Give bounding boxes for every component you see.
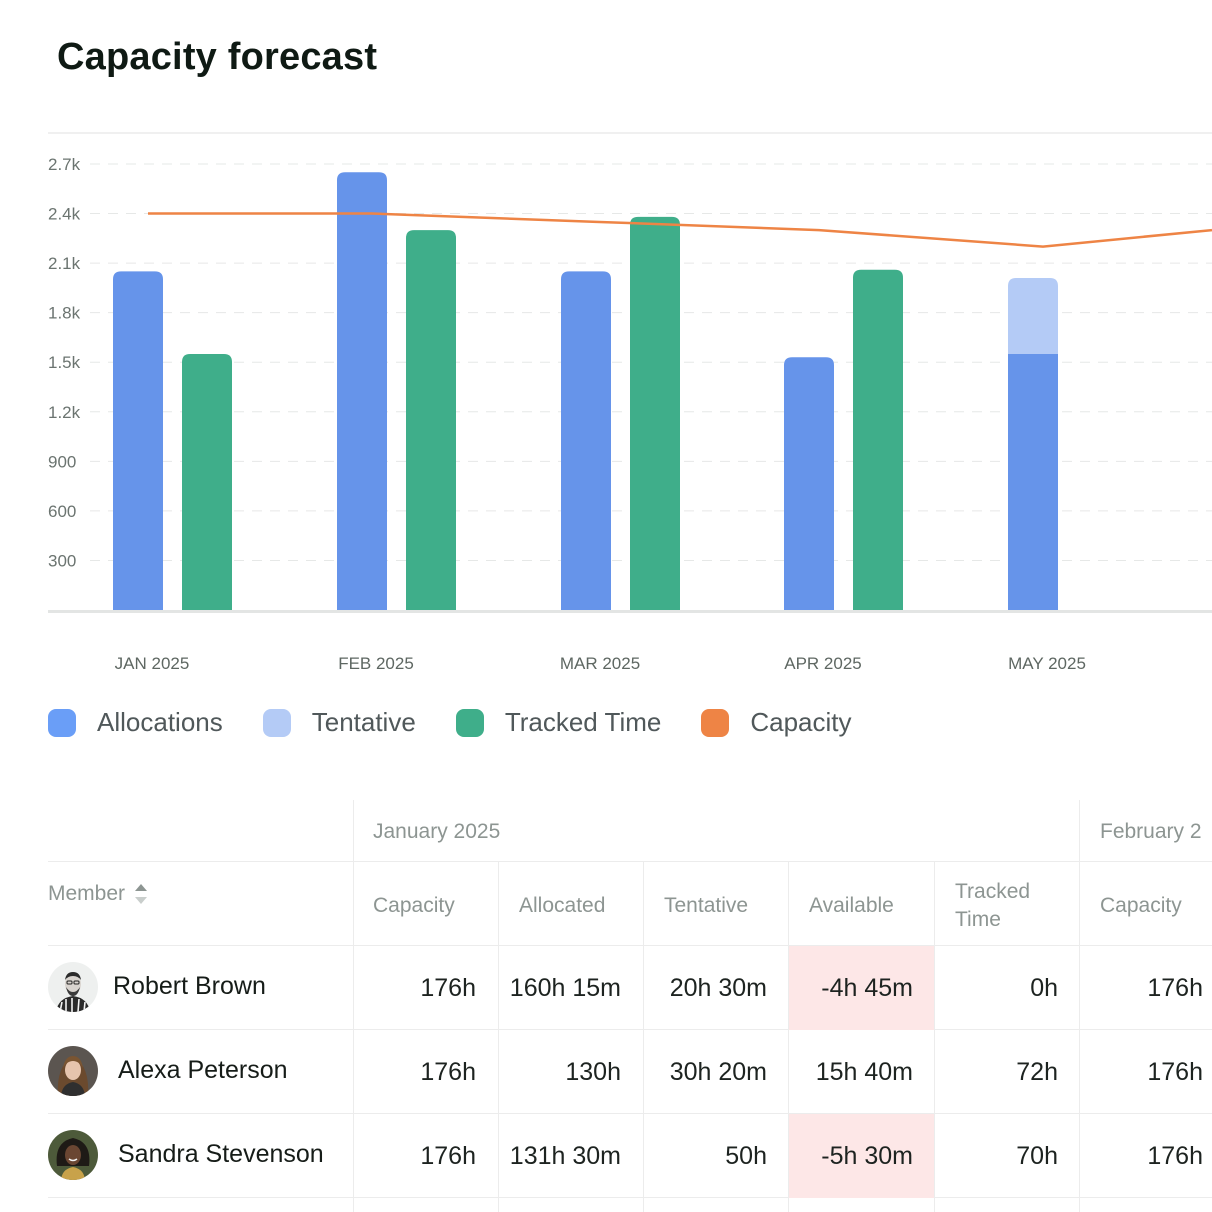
member-name[interactable]: Alexa Peterson bbox=[118, 1056, 288, 1084]
legend-label-allocations: Allocations bbox=[97, 707, 223, 737]
sort-icon[interactable] bbox=[135, 883, 148, 905]
legend-item-tracked-time[interactable]: Tracked Time bbox=[455, 707, 662, 738]
column-divider bbox=[353, 800, 354, 1212]
x-tick-label: APR 2025 bbox=[784, 654, 862, 673]
negative-highlight bbox=[789, 946, 934, 1030]
member-column-header[interactable]: Member bbox=[48, 882, 148, 906]
bar-allocations-4 bbox=[1008, 353, 1058, 610]
legend-item-allocations[interactable]: Allocations bbox=[48, 707, 223, 738]
legend-item-tentative[interactable]: Tentative bbox=[262, 707, 416, 738]
cell-capacity: 176h bbox=[420, 1058, 476, 1086]
row-divider bbox=[48, 1113, 1212, 1114]
legend-swatch-tracked-time bbox=[455, 708, 484, 737]
legend-label-tracked-time: Tracked Time bbox=[504, 707, 662, 737]
cell-tracked-time: 72h bbox=[1016, 1058, 1058, 1086]
x-tick-label: MAY 2025 bbox=[1008, 654, 1086, 673]
column-divider bbox=[934, 862, 935, 1212]
y-tick-label: 2.7k bbox=[48, 155, 81, 174]
legend-item-capacity[interactable]: Capacity bbox=[701, 707, 852, 738]
x-tick-label: MAR 2025 bbox=[560, 654, 640, 673]
member-name[interactable]: Robert Brown bbox=[113, 972, 266, 1000]
col-header-tentative: Tentative bbox=[664, 894, 749, 917]
y-tick-label: 1.8k bbox=[48, 304, 81, 323]
bar-allocations-0 bbox=[113, 271, 163, 610]
legend-label-tentative: Tentative bbox=[311, 707, 416, 737]
col-header-capacity-feb: Capacity bbox=[1100, 894, 1182, 917]
chart-legend: Allocations Tentative Tracked Time Capac… bbox=[48, 707, 892, 738]
row-divider bbox=[48, 1029, 1212, 1030]
col-header-tracked-time: Tracked Time bbox=[955, 880, 1031, 931]
bar-allocations-2 bbox=[561, 271, 611, 610]
cell-allocated: 131h 30m bbox=[509, 1142, 621, 1170]
cell-available: -4h 45m bbox=[821, 974, 913, 1002]
legend-swatch-capacity bbox=[701, 708, 730, 737]
page-title: Capacity forecast bbox=[57, 36, 378, 78]
cell-allocated: 130h bbox=[565, 1058, 621, 1086]
capacity-table: January 2025 February 2 Member Capacity … bbox=[48, 800, 1212, 1212]
cell-capacity-feb: 176h bbox=[1147, 1142, 1203, 1170]
bar-tracked-2 bbox=[630, 216, 680, 610]
member-name[interactable]: Sandra Stevenson bbox=[118, 1140, 324, 1168]
cell-allocated: 160h 15m bbox=[509, 974, 621, 1002]
negative-highlight bbox=[789, 1114, 934, 1198]
capacity-line bbox=[148, 212, 1212, 248]
cell-capacity: 176h bbox=[420, 1142, 476, 1170]
row-divider bbox=[48, 1197, 1212, 1198]
column-divider bbox=[498, 862, 499, 1212]
cell-available: 15h 40m bbox=[815, 1058, 913, 1086]
bar-allocations-3 bbox=[784, 357, 834, 610]
row-divider bbox=[48, 861, 1212, 862]
column-divider bbox=[643, 862, 644, 1212]
col-header-available: Available bbox=[809, 894, 894, 917]
cell-capacity-feb: 176h bbox=[1147, 974, 1203, 1002]
month-header-february: February 2 bbox=[1100, 820, 1202, 843]
capacity-forecast-chart: 300 600 900 1.2k 1.5k 1.8k 2.1k 2.4k 2.7k JAN 202… bbox=[48, 132, 1212, 673]
month-header-january: January 2025 bbox=[373, 820, 501, 843]
cell-capacity: 176h bbox=[420, 974, 476, 1002]
y-tick-label: 900 bbox=[48, 452, 76, 471]
cell-tracked-time: 70h bbox=[1016, 1142, 1058, 1170]
bar-tracked-1 bbox=[406, 230, 456, 610]
legend-swatch-allocations bbox=[48, 708, 76, 737]
column-divider bbox=[1079, 800, 1080, 1212]
cell-tentative: 50h bbox=[725, 1142, 767, 1170]
legend-label-capacity: Capacity bbox=[750, 707, 852, 737]
column-divider bbox=[788, 862, 789, 1212]
avatar bbox=[48, 1046, 98, 1096]
cell-tentative: 30h 20m bbox=[669, 1058, 767, 1086]
bar-tentative-4 bbox=[1008, 277, 1058, 354]
cell-capacity-feb: 176h bbox=[1147, 1058, 1203, 1086]
col-header-capacity: Capacity bbox=[373, 894, 455, 917]
y-tick-label: 600 bbox=[48, 502, 76, 521]
table-row[interactable]: Alexa Peterson 176h 130h 30h 20m 15h 40m… bbox=[48, 1030, 1212, 1114]
table-row[interactable]: Sandra Stevenson 176h 131h 30m 50h -5h 3… bbox=[48, 1114, 1212, 1198]
y-tick-label: 1.5k bbox=[48, 353, 81, 372]
x-tick-label: JAN 2025 bbox=[115, 654, 190, 673]
bar-tracked-0 bbox=[182, 353, 232, 610]
bar-allocations-1 bbox=[337, 172, 387, 610]
avatar bbox=[48, 1130, 98, 1180]
row-divider bbox=[48, 945, 1212, 946]
y-tick-label: 2.4k bbox=[48, 205, 81, 224]
bar-tracked-3 bbox=[853, 269, 903, 610]
y-tick-label: 300 bbox=[48, 551, 76, 570]
avatar bbox=[48, 962, 98, 1012]
x-tick-label: FEB 2025 bbox=[338, 654, 414, 673]
cell-tentative: 20h 30m bbox=[669, 974, 767, 1002]
cell-available: -5h 30m bbox=[821, 1142, 913, 1170]
cell-tracked-time: 0h bbox=[1030, 974, 1058, 1002]
table-row[interactable]: Robert Brown 176h 160h 15m 20h 30m -4h 4… bbox=[48, 946, 1212, 1030]
member-header-label: Member bbox=[48, 882, 126, 905]
col-header-allocated: Allocated bbox=[519, 894, 606, 917]
y-tick-label: 2.1k bbox=[48, 254, 81, 273]
legend-swatch-tentative bbox=[262, 708, 291, 737]
y-tick-label: 1.2k bbox=[48, 403, 81, 422]
